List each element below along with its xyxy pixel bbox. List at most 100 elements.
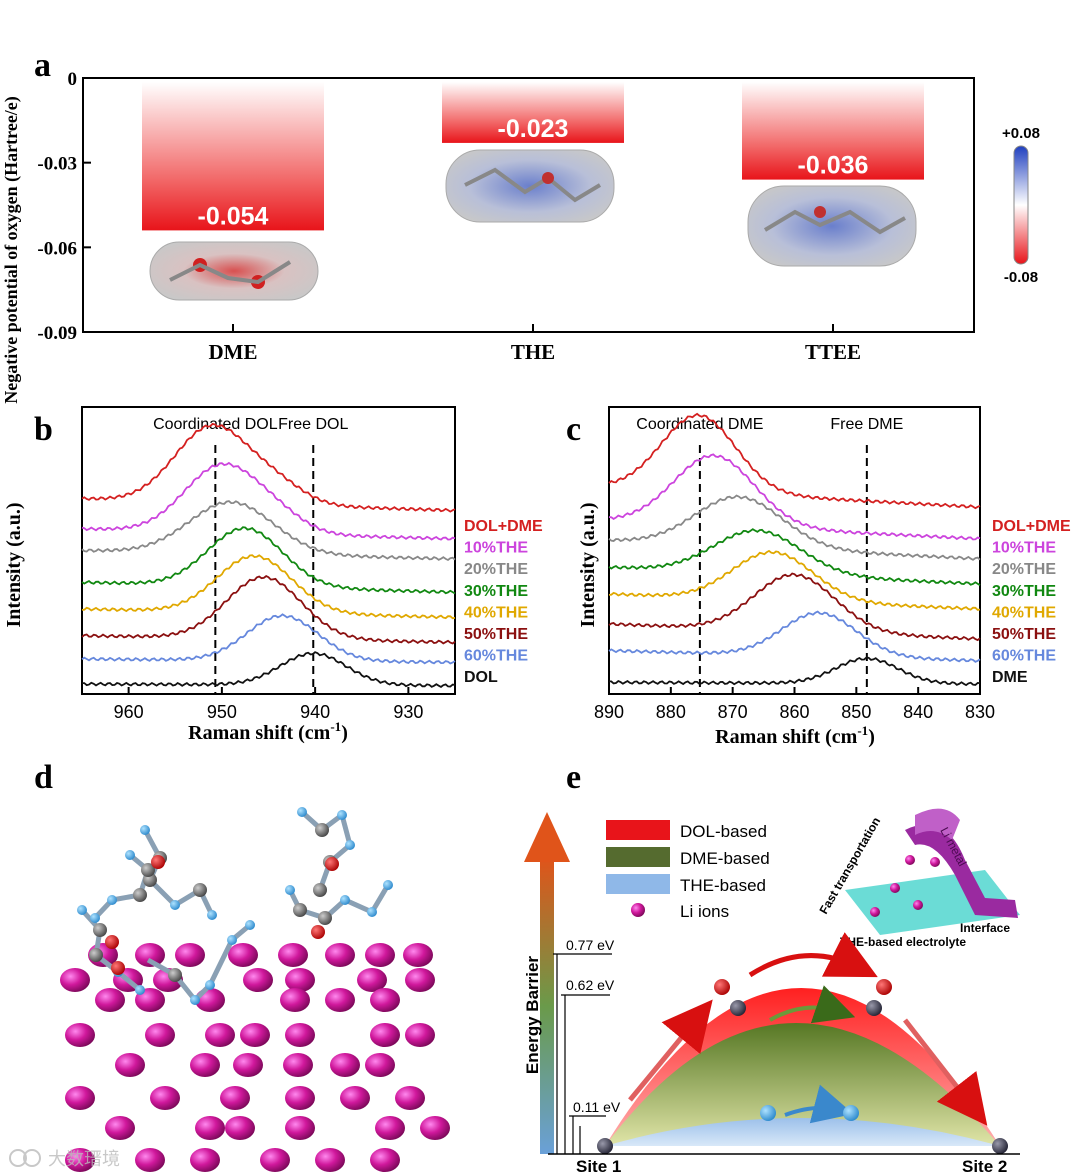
inset-interface-label: Interface (960, 921, 1010, 935)
panel-c: c Intensity (a.u.) 890 880 870 860 850 840 830… (566, 406, 1071, 748)
legend-label: 10%THE (464, 540, 528, 557)
legend-label: 20%THE (464, 561, 528, 578)
legend-label: 60%THE (464, 648, 528, 665)
carbon-atom (193, 883, 207, 897)
spectrum-line (608, 528, 981, 586)
panel-a-bar-value-label: -0.023 (498, 115, 569, 143)
li-atom (285, 1086, 315, 1110)
oxygen-atom (311, 925, 325, 939)
watermark-text: 大数瑨境 (48, 1149, 120, 1169)
panel-a-xticks: DME THE TTEE (209, 324, 861, 364)
li-atom (150, 1086, 180, 1110)
carbon-atom (141, 863, 155, 877)
xtick-label: 960 (114, 702, 144, 722)
the-molecule-surface (445, 149, 615, 223)
oxygen-atom (325, 857, 339, 871)
xtick-label: 850 (841, 702, 871, 722)
legend-label: 40%THE (464, 604, 528, 621)
fluorine-atom (227, 935, 237, 945)
legend-label-dol: DOL-based (680, 822, 767, 841)
panel-a-ytick-label: -0.09 (37, 323, 77, 344)
carbon-atom (133, 888, 147, 902)
li-atom (95, 988, 125, 1012)
li-atom (285, 968, 315, 992)
panel-label-d: d (34, 759, 53, 796)
li-atom (325, 988, 355, 1012)
fluorine-atom (77, 905, 87, 915)
legend-label: DME (992, 669, 1028, 686)
li-atom (420, 1116, 450, 1140)
dme-transport-arrow (769, 985, 856, 1024)
panel-a-bar (442, 82, 624, 143)
spectrum-line (81, 526, 456, 595)
legend-swatch-dme (606, 847, 670, 867)
legend-label: DOL+DME (464, 518, 543, 535)
li-metal-lattice (60, 943, 450, 1172)
peak-marker-label: Coordinated DME (636, 416, 763, 433)
dol-transport-arrow (748, 932, 878, 978)
watermark: 大数瑨境 (9, 1149, 120, 1169)
panel-a-ytick-label: -0.03 (37, 154, 77, 175)
carbon-atom (168, 968, 182, 982)
spectrum-line (81, 422, 456, 513)
li-atom (65, 1086, 95, 1110)
li-atom (283, 1053, 313, 1077)
panel-a-ytick-label: 0 (68, 69, 78, 90)
li-atom (278, 943, 308, 967)
spectrum-line (608, 494, 981, 561)
panel-c-content: 890 880 870 860 850 840 830 Coordinated DME Free… (594, 412, 995, 722)
fluorine-atom (170, 900, 180, 910)
li-atom (135, 943, 165, 967)
legend-label: 40%THE (992, 604, 1056, 621)
xtick-label: 840 (903, 702, 933, 722)
peak-marker-label: Free DOL (278, 416, 348, 433)
legend-label-the: THE-based (680, 876, 766, 895)
dol-li-ion-left (714, 979, 730, 995)
dol-descent-arrow (903, 1018, 988, 1126)
fluorine-atom (285, 885, 295, 895)
panel-label-b: b (34, 411, 53, 448)
li-atom (243, 968, 273, 992)
panel-d: d (34, 759, 450, 1172)
legend-label: DOL+DME (992, 518, 1071, 535)
carbon-atom (318, 911, 332, 925)
panel-b-ylabel: Intensity (a.u.) (3, 502, 25, 627)
li-atom (330, 1053, 360, 1077)
spectrum-line (81, 575, 456, 645)
site2-li-ion (992, 1138, 1008, 1154)
panel-a-bar-value-label: -0.054 (198, 202, 269, 230)
barrier-dme-label: 0.62 eV (566, 977, 615, 993)
panel-a-bar (142, 82, 324, 231)
spectrum-line (82, 651, 456, 688)
fluorine-atom (337, 810, 347, 820)
legend-label-dme: DME-based (680, 849, 770, 868)
li-atom (175, 943, 205, 967)
li-atom (240, 1023, 270, 1047)
carbon-atom (315, 823, 329, 837)
fluorine-atom (297, 807, 307, 817)
legend-label: 30%THE (992, 583, 1056, 600)
li-atom (105, 1116, 135, 1140)
site1-label: Site 1 (576, 1157, 621, 1175)
li-atom (228, 943, 258, 967)
xtick-label: 930 (393, 702, 423, 722)
fluorine-atom (107, 895, 117, 905)
fluorine-atom (140, 825, 150, 835)
li-atom (370, 1023, 400, 1047)
li-atom (395, 1086, 425, 1110)
spectrum-line (81, 500, 456, 562)
carbon-atom (293, 903, 307, 917)
li-atom (370, 1148, 400, 1172)
panel-a-yticks: 0 -0.03 -0.06 -0.09 (37, 69, 91, 344)
xtick-label: 940 (300, 702, 330, 722)
dme-li-ion-right (866, 1000, 882, 1016)
fluorine-atom (245, 920, 255, 930)
spectrum-line (81, 613, 456, 665)
panel-a-ylabel: Negative potential of oxygen (Hartree/e) (1, 96, 22, 404)
fluorine-atom (125, 850, 135, 860)
fluorine-atom (345, 840, 355, 850)
carbon-atom (313, 883, 327, 897)
spectrum-line (608, 549, 981, 611)
panel-label-c: c (566, 411, 581, 448)
